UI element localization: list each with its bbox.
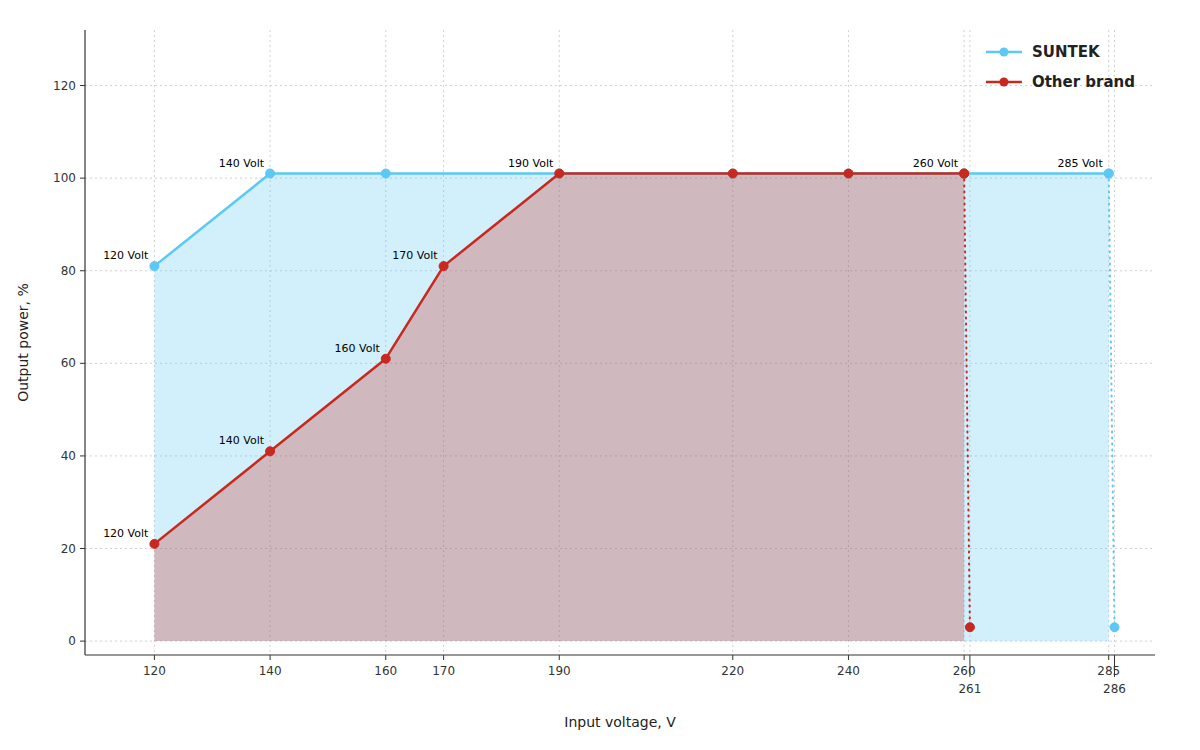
x-tick-label: 170 [432,664,455,678]
series-line [964,174,970,628]
x-tick [154,655,155,660]
annotation: 120 Volt [103,527,149,540]
x-tick [964,655,965,660]
axes: 0 20 40 60 80 100 120 120 140 160 170 190 220 240 260 2… [53,79,1126,696]
x-tick [969,655,970,677]
point [439,262,448,271]
point [728,169,737,178]
point [965,623,974,632]
y-tick [80,455,85,456]
y-tick-label: 60 [61,356,76,370]
legend-swatch-marker [999,78,1008,87]
y-tick-label: 0 [68,634,76,648]
x-tick [559,655,560,660]
legend: SUNTEK Other brand [986,43,1135,91]
point [381,354,390,363]
annotation: 140 Volt [219,157,265,170]
y-axis-line [84,30,85,655]
x-tick [1114,655,1115,677]
x-axis-label: Input voltage, V [564,714,676,730]
point [1110,623,1119,632]
point [844,169,853,178]
x-tick-label: 261 [958,682,981,696]
y-tick [80,363,85,364]
y-axis-label: Output power, % [15,283,31,402]
legend-label: SUNTEK [1032,43,1101,61]
x-tick-label: 120 [143,664,166,678]
x-tick-label: 220 [721,664,744,678]
x-tick-label: 285 [1097,664,1120,678]
point [555,169,564,178]
legend-label: Other brand [1032,73,1135,91]
point [1104,169,1113,178]
y-tick-label: 80 [61,264,76,278]
point [960,169,969,178]
annotation: 120 Volt [103,249,149,262]
y-grid-line [85,85,1155,86]
series-line [154,174,964,544]
y-tick [80,178,85,179]
x-tick [1108,655,1109,660]
point [728,169,737,178]
y-tick [80,548,85,549]
y-tick [80,641,85,642]
area-fill [154,174,964,642]
point [960,169,969,178]
point [266,447,275,456]
annotation: 260 Volt [913,157,959,170]
x-tick-label: 240 [837,664,860,678]
annotation: 170 Volt [392,249,438,262]
point [266,169,275,178]
legend-item: Other brand [986,73,1135,91]
point [150,262,159,271]
area-fill [154,174,1108,642]
point [844,169,853,178]
x-tick-label: 260 [953,664,976,678]
x-tick [848,655,849,660]
legend-item: SUNTEK [986,43,1101,61]
annotation: 285 Volt [1057,157,1103,170]
x-axis-line [85,654,1155,655]
grid [85,30,1155,655]
x-tick-label: 190 [548,664,571,678]
x-tick-label: 140 [259,664,282,678]
x-tick-label: 160 [374,664,397,678]
x-tick [270,655,271,660]
x-tick [385,655,386,660]
x-tick [732,655,733,660]
point [1104,169,1113,178]
y-tick-label: 20 [61,542,76,556]
annotation: 190 Volt [508,157,554,170]
plot-area [150,169,1119,641]
y-tick-label: 100 [53,171,76,185]
series-line [1109,174,1115,628]
point [381,169,390,178]
x-grid-line [1114,30,1115,655]
point [555,169,564,178]
point [960,169,969,178]
x-tick [443,655,444,660]
point [150,539,159,548]
y-tick-label: 40 [61,449,76,463]
annotation: 160 Volt [334,342,380,355]
x-tick-label: 286 [1103,682,1126,696]
y-tick [80,85,85,86]
y-tick-label: 120 [53,79,76,93]
legend-swatch-marker [999,48,1008,57]
annotations: 120 Volt 140 Volt 190 Volt 260 Volt 285 Volt… [103,157,1103,540]
annotation: 140 Volt [219,434,265,447]
chart: 0 20 40 60 80 100 120 120 140 160 170 190 220 240 260 2… [0,0,1200,750]
y-tick [80,270,85,271]
